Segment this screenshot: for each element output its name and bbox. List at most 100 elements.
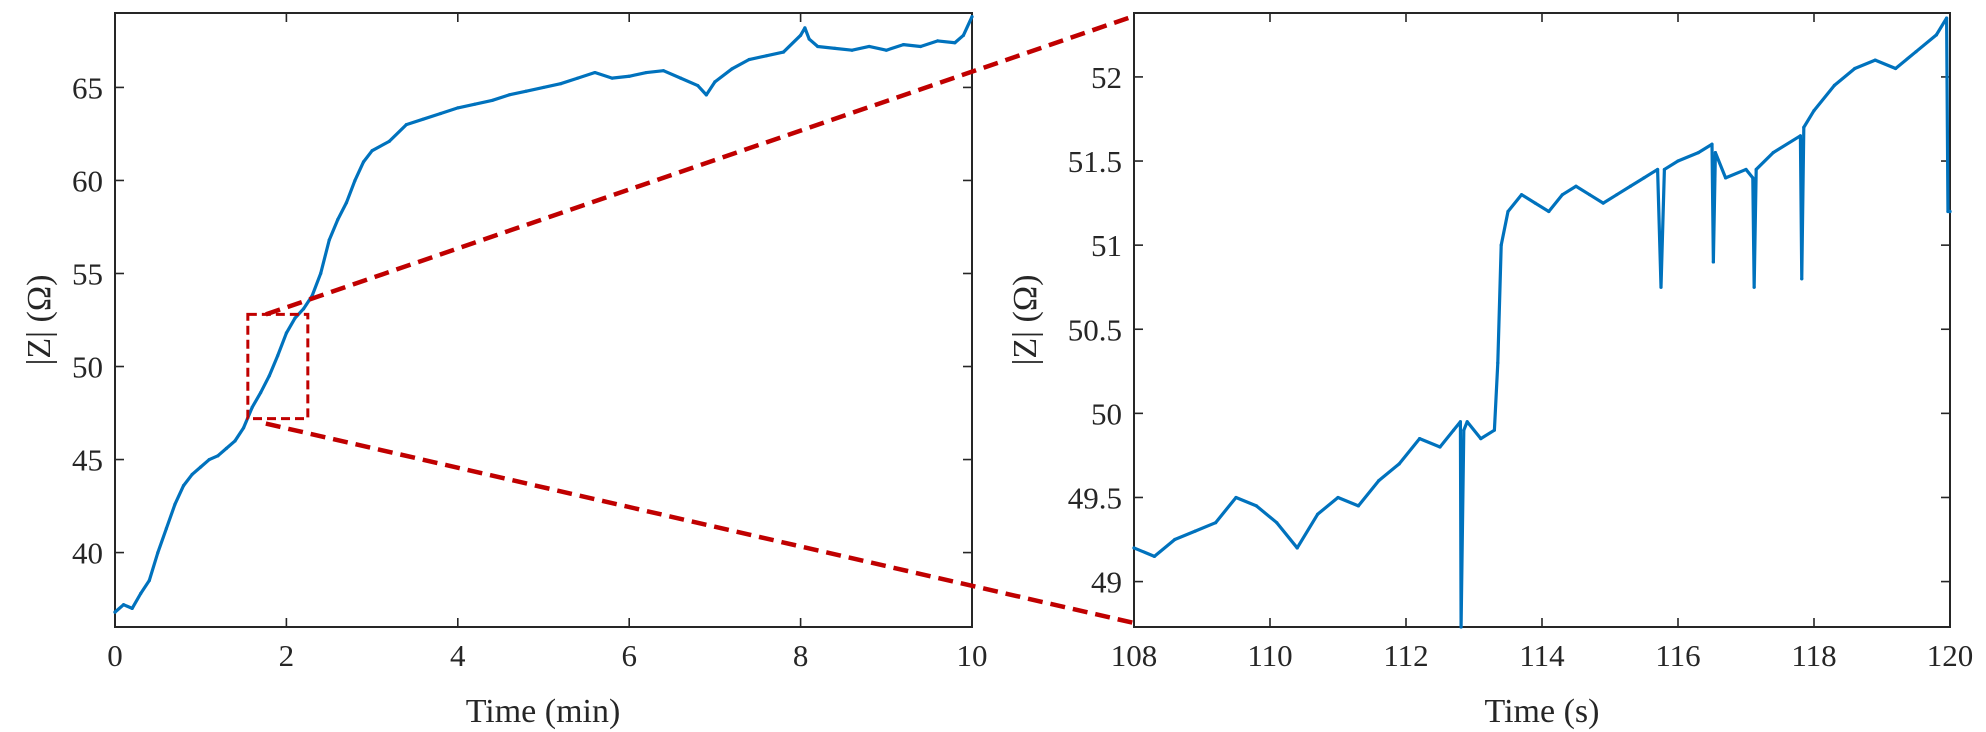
- overview-y-tick-label: 50: [72, 350, 103, 385]
- zoom-data-point: [1574, 184, 1578, 188]
- overview-data-point: [730, 67, 734, 71]
- overview-data-point: [267, 374, 271, 378]
- overview-data-point: [704, 93, 708, 97]
- zoom-data-point: [1254, 504, 1258, 508]
- overview-data-point: [644, 70, 648, 75]
- zoom-data-point: [1800, 277, 1804, 281]
- overview-data-point: [833, 46, 837, 50]
- zoom-data-point: [1894, 66, 1898, 71]
- zoom-data-point: [1676, 159, 1680, 163]
- zoom-data-point: [1710, 142, 1714, 146]
- overview-data-point: [241, 426, 246, 430]
- zoom-data-point: [1499, 243, 1503, 247]
- zoom-data-point: [1234, 495, 1238, 500]
- zoom-y-tick-label: 51: [1091, 228, 1122, 263]
- zoom-data-point: [1132, 546, 1136, 550]
- overview-data-point: [803, 26, 807, 30]
- zoom-data-point: [1752, 285, 1756, 289]
- overview-data-point: [764, 54, 768, 58]
- zoom-data-point: [1520, 193, 1524, 197]
- zoom-data-point: [1452, 428, 1456, 432]
- zoom-data-point: [1642, 176, 1646, 180]
- zoom-data-point: [1193, 529, 1197, 533]
- zoom-data-point: [1945, 16, 1949, 20]
- zoom-data-point: [1751, 176, 1755, 180]
- overview-data-point: [233, 439, 237, 443]
- overview-series-line: [113, 15, 974, 614]
- zoom-data-point: [1832, 83, 1836, 87]
- zoom-x-tick-label: 120: [1927, 638, 1974, 673]
- overview-x-tick-label: 2: [279, 638, 295, 673]
- zoom-x-tick-label: 110: [1247, 638, 1292, 673]
- overview-x-tick-label: 6: [621, 638, 637, 673]
- overview-data-point: [361, 160, 366, 164]
- overview-data-point: [884, 48, 888, 52]
- zoom-data-point: [1659, 285, 1663, 289]
- overview-data-point: [130, 606, 134, 610]
- overview-data-point: [293, 316, 297, 320]
- zoom-plot-area: [1133, 12, 1951, 628]
- overview-data-point: [576, 76, 580, 80]
- overview-data-point: [970, 15, 974, 19]
- overview-x-tick-label: 8: [793, 638, 809, 673]
- overview-data-point: [473, 102, 477, 106]
- overview-data-point: [147, 578, 151, 583]
- overview-series: [113, 15, 974, 614]
- overview-data-point: [627, 74, 631, 78]
- overview-data-point: [207, 457, 211, 462]
- overview-data-point: [259, 390, 263, 395]
- zoom-data-point: [1316, 512, 1320, 516]
- overview-data-point: [199, 465, 203, 469]
- overview-data-point: [387, 139, 391, 143]
- overview-data-point: [953, 41, 957, 45]
- zoom-data-point: [1662, 167, 1666, 172]
- zoom-region-box: [246, 312, 310, 421]
- overview-data-point: [421, 117, 426, 121]
- zoom-x-tick-label: 112: [1383, 638, 1428, 673]
- overview-data-point: [327, 238, 331, 242]
- overview-data-point: [250, 405, 254, 410]
- zoom-data-point: [1934, 33, 1938, 37]
- zoom-data-point: [1615, 193, 1619, 197]
- overview-x-tick-label: 4: [450, 638, 466, 673]
- overview-data-point: [807, 37, 811, 41]
- zoom-data-point: [1560, 193, 1564, 197]
- overview-x-tick-label: 10: [957, 638, 988, 673]
- overview-data-point: [276, 353, 280, 357]
- zoom-ticks: 108 110 112 114 116 118 120 49 49.5 50 50.5 51 51.5 5…: [1068, 13, 1974, 673]
- overview-data-point: [319, 271, 323, 276]
- zoom-y-axis-label: |Z| (Ω): [1007, 275, 1044, 366]
- zoom-data-point: [1377, 479, 1381, 483]
- overview-data-point: [816, 44, 820, 49]
- overview-data-point: [490, 98, 494, 103]
- zoom-data-point: [1397, 462, 1401, 466]
- overview-data-point: [284, 331, 288, 335]
- overview-data-point: [224, 446, 229, 450]
- zoom-x-tick-label: 118: [1791, 638, 1836, 673]
- zoom-y-tick-label: 50.5: [1068, 312, 1122, 347]
- zoom-connector-bottom: [265, 421, 1135, 626]
- zoom-data-point: [1295, 546, 1299, 550]
- overview-data-point: [713, 80, 717, 84]
- overview-y-tick-label: 65: [72, 70, 103, 105]
- overview-data-point: [961, 33, 966, 37]
- overview-data-point: [610, 76, 614, 80]
- zoom-data-point: [1547, 209, 1551, 214]
- overview-data-point: [156, 550, 160, 555]
- overview-data-point: [456, 106, 460, 110]
- overview-y-tick-label: 60: [72, 163, 103, 198]
- zoom-data-point: [1802, 125, 1806, 129]
- overview-data-point: [190, 472, 194, 477]
- zoom-data-point: [1696, 151, 1700, 155]
- overview-data-point: [181, 483, 186, 488]
- overview-data-point: [541, 85, 546, 90]
- zoom-data-point: [1853, 66, 1857, 71]
- zoom-data-point: [1506, 209, 1510, 214]
- overview-x-axis-label: Time (min): [466, 693, 621, 730]
- overview-y-axis-label: |Z| (Ω): [21, 275, 58, 366]
- zoom-y-tick-label: 49: [1091, 565, 1122, 600]
- overview-data-point: [679, 76, 683, 80]
- zoom-data-point: [1152, 554, 1156, 558]
- zoom-indicator: [246, 13, 1135, 626]
- zoom-data-point: [1948, 209, 1952, 214]
